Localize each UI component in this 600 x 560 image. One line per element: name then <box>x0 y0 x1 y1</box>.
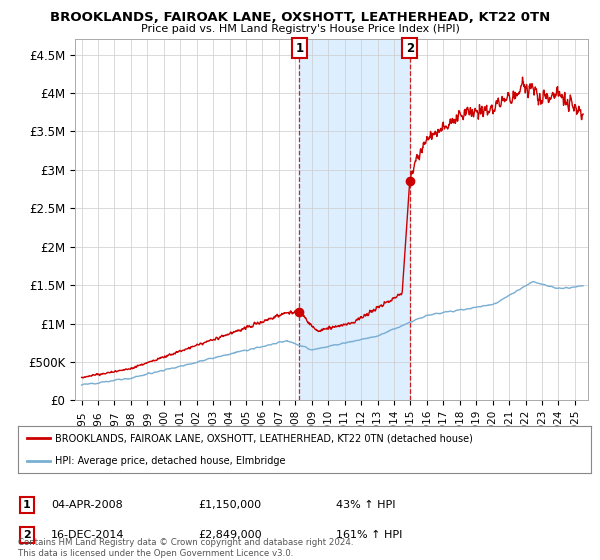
Text: BROOKLANDS, FAIROAK LANE, OXSHOTT, LEATHERHEAD, KT22 0TN: BROOKLANDS, FAIROAK LANE, OXSHOTT, LEATH… <box>50 11 550 24</box>
Text: 16-DEC-2014: 16-DEC-2014 <box>51 530 125 540</box>
Text: 1: 1 <box>23 500 31 510</box>
Text: 2: 2 <box>406 41 414 54</box>
Text: £2,849,000: £2,849,000 <box>198 530 262 540</box>
Text: BROOKLANDS, FAIROAK LANE, OXSHOTT, LEATHERHEAD, KT22 0TN (detached house): BROOKLANDS, FAIROAK LANE, OXSHOTT, LEATH… <box>55 433 473 444</box>
Text: 2: 2 <box>23 530 31 540</box>
Text: Price paid vs. HM Land Registry's House Price Index (HPI): Price paid vs. HM Land Registry's House … <box>140 24 460 34</box>
Text: 1: 1 <box>295 41 304 54</box>
Text: 04-APR-2008: 04-APR-2008 <box>51 500 123 510</box>
Text: 161% ↑ HPI: 161% ↑ HPI <box>336 530 403 540</box>
Text: Contains HM Land Registry data © Crown copyright and database right 2024.
This d: Contains HM Land Registry data © Crown c… <box>18 538 353 558</box>
Text: £1,150,000: £1,150,000 <box>198 500 261 510</box>
Bar <box>299 39 410 400</box>
Text: HPI: Average price, detached house, Elmbridge: HPI: Average price, detached house, Elmb… <box>55 456 286 466</box>
Text: 43% ↑ HPI: 43% ↑ HPI <box>336 500 395 510</box>
